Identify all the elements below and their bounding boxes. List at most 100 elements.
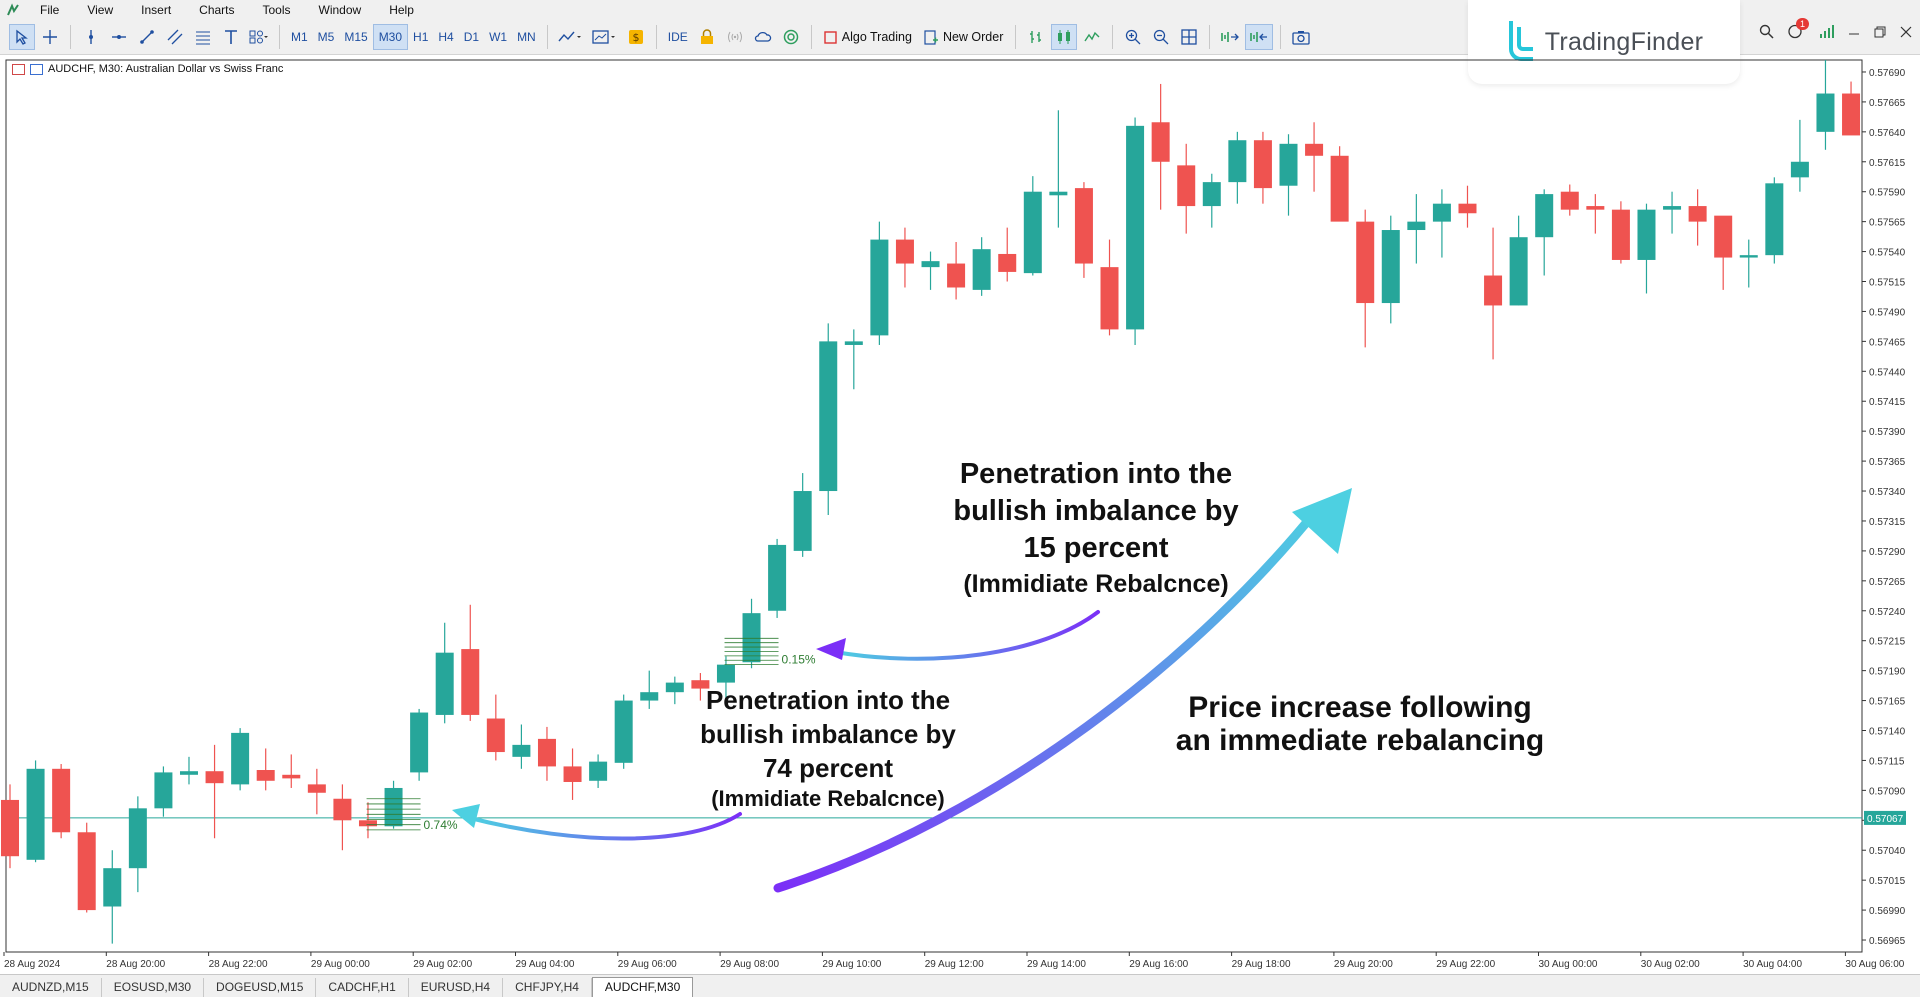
timeframe-h1[interactable]: H1 bbox=[413, 30, 429, 44]
signal-button[interactable] bbox=[722, 24, 748, 50]
trendline-tool-button[interactable] bbox=[134, 24, 160, 50]
chart-tab[interactable]: EOSUSD,M30 bbox=[102, 978, 205, 997]
chart-shift-button[interactable] bbox=[1217, 24, 1243, 50]
timeframe-mn[interactable]: MN bbox=[517, 30, 536, 44]
candle-body bbox=[768, 544, 787, 611]
x-tick-label: 30 Aug 06:00 bbox=[1845, 959, 1904, 970]
y-tick-label: 0.57665 bbox=[1869, 98, 1906, 109]
toolbar-separator bbox=[1280, 25, 1282, 49]
menu-tools[interactable]: Tools bbox=[262, 3, 291, 17]
x-tick-label: 28 Aug 20:00 bbox=[106, 959, 165, 970]
candle-body bbox=[1305, 143, 1324, 156]
candle-body bbox=[1816, 93, 1835, 132]
timeframe-m1[interactable]: M1 bbox=[291, 30, 308, 44]
candlestick-chart-button[interactable] bbox=[1051, 24, 1078, 50]
price-chart[interactable]: 0.57690 0.57665 0.57640 0.57615 0.57590 0.575… bbox=[0, 56, 1920, 974]
menu-bar: File View Insert Charts Tools Window Hel… bbox=[0, 0, 1920, 20]
notifications-button[interactable]: 1 bbox=[1788, 18, 1810, 42]
timeframe-m15[interactable]: M15 bbox=[344, 30, 368, 44]
y-tick-label: 0.57015 bbox=[1869, 876, 1906, 887]
menu-view[interactable]: View bbox=[87, 3, 114, 17]
candle-body bbox=[77, 832, 96, 911]
shapes-tool-button[interactable] bbox=[246, 24, 272, 50]
x-tick-label: 29 Aug 12:00 bbox=[925, 959, 984, 970]
timeframe-d1[interactable]: D1 bbox=[463, 30, 480, 44]
candle-body bbox=[1228, 140, 1247, 183]
candle-body bbox=[1407, 221, 1426, 231]
algo-trading-icon bbox=[824, 30, 837, 44]
channel-icon bbox=[167, 29, 183, 45]
x-tick-label: 29 Aug 18:00 bbox=[1232, 959, 1291, 970]
fibonacci-icon bbox=[196, 31, 210, 45]
text-tool-icon bbox=[225, 30, 237, 44]
channel-tool-button[interactable] bbox=[162, 24, 188, 50]
lock-button[interactable] bbox=[694, 24, 720, 50]
vps-button[interactable] bbox=[778, 24, 804, 50]
vertical-line-tool-button[interactable] bbox=[78, 24, 104, 50]
bar-chart-button[interactable] bbox=[1023, 24, 1049, 50]
candle-body bbox=[640, 692, 659, 701]
chart-caption-text: AUDCHF, M30: Australian Dollar vs Swiss … bbox=[48, 63, 284, 75]
cloud-button[interactable] bbox=[750, 24, 776, 50]
fibonacci-tool-button[interactable] bbox=[190, 24, 216, 50]
candle-body bbox=[1663, 206, 1682, 210]
screenshot-button[interactable] bbox=[1288, 24, 1314, 50]
indicators-button[interactable] bbox=[555, 24, 587, 50]
toolbar-separator bbox=[279, 25, 280, 49]
line-chart-button[interactable] bbox=[1079, 24, 1105, 50]
annotation-lower-line4: (Immidiate Rebalcnce) bbox=[711, 786, 945, 811]
candle-body bbox=[333, 798, 352, 821]
candle-body bbox=[742, 613, 761, 663]
toolbar-separator bbox=[1112, 25, 1114, 49]
search-button[interactable] bbox=[1759, 24, 1774, 42]
menu-file[interactable]: File bbox=[40, 3, 60, 17]
imbalance-percent-label: 0.74% bbox=[424, 818, 458, 832]
candle-body bbox=[410, 712, 429, 773]
restore-button[interactable] bbox=[1874, 26, 1886, 41]
minimize-button[interactable] bbox=[1848, 26, 1860, 41]
close-button[interactable] bbox=[1900, 26, 1912, 41]
menu-help[interactable]: Help bbox=[389, 3, 414, 17]
candle-body bbox=[128, 808, 147, 869]
zoom-in-icon bbox=[1126, 29, 1141, 45]
ide-button[interactable]: IDE bbox=[667, 30, 688, 44]
horizontal-line-tool-button[interactable] bbox=[106, 24, 132, 50]
chart-tab-active[interactable]: AUDCHF,M30 bbox=[591, 977, 694, 997]
text-tool-button[interactable] bbox=[218, 24, 244, 50]
chart-tab[interactable]: EURUSD,H4 bbox=[409, 978, 504, 997]
x-tick-label: 30 Aug 00:00 bbox=[1539, 959, 1598, 970]
auto-scroll-button[interactable] bbox=[1245, 24, 1274, 50]
menu-insert[interactable]: Insert bbox=[141, 3, 172, 17]
timeframe-h4[interactable]: H4 bbox=[438, 30, 454, 44]
toolbar-separator bbox=[1209, 25, 1211, 49]
tile-windows-button[interactable] bbox=[1176, 24, 1202, 50]
signal-strength-icon bbox=[1820, 25, 1834, 38]
algo-trading-button[interactable]: Algo Trading bbox=[818, 24, 918, 50]
candle-body bbox=[1842, 93, 1861, 136]
vps-icon bbox=[783, 29, 798, 45]
cursor-tool-button[interactable] bbox=[9, 24, 35, 50]
chart-tab[interactable]: CADCHF,H1 bbox=[316, 978, 409, 997]
candle-body bbox=[921, 261, 940, 268]
new-order-button[interactable]: New Order bbox=[918, 24, 1009, 50]
y-tick-label: 0.56965 bbox=[1869, 936, 1906, 947]
y-tick-label: 0.57390 bbox=[1869, 427, 1906, 438]
new-order-icon bbox=[924, 29, 938, 45]
chart-tab[interactable]: DOGEUSD,M15 bbox=[204, 978, 317, 997]
y-tick-label: 0.57590 bbox=[1869, 188, 1906, 199]
chart-window[interactable]: 0.57690 0.57665 0.57640 0.57615 0.57590 0.575… bbox=[0, 56, 1920, 976]
timeframe-m5[interactable]: M5 bbox=[317, 30, 335, 44]
chart-tab[interactable]: AUDNZD,M15 bbox=[0, 978, 102, 997]
x-tick-label: 30 Aug 04:00 bbox=[1743, 959, 1802, 970]
market-button[interactable]: $ bbox=[623, 24, 649, 50]
zoom-in-button[interactable] bbox=[1120, 24, 1146, 50]
menu-window[interactable]: Window bbox=[318, 3, 362, 17]
templates-button[interactable] bbox=[589, 24, 621, 50]
timeframe-m30[interactable]: M30 bbox=[372, 24, 409, 50]
timeframe-w1[interactable]: W1 bbox=[489, 30, 508, 44]
chart-tab[interactable]: CHFJPY,H4 bbox=[503, 978, 592, 997]
crosshair-tool-button[interactable] bbox=[37, 24, 63, 50]
menu-charts[interactable]: Charts bbox=[199, 3, 235, 17]
zoom-out-button[interactable] bbox=[1148, 24, 1174, 50]
candle-body bbox=[1458, 203, 1477, 214]
